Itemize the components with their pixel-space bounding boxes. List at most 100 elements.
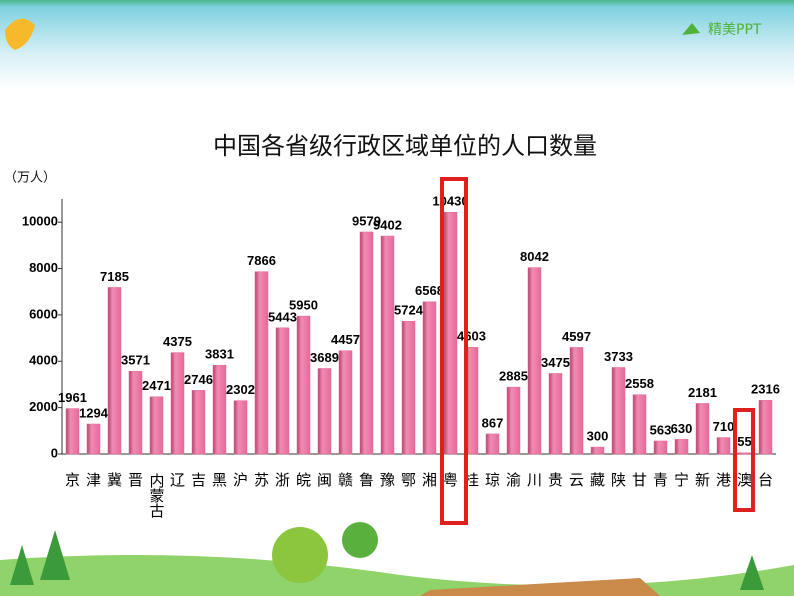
value-label: 3475 — [541, 355, 570, 370]
x-tick-label: 皖 — [296, 471, 311, 489]
value-label: 300 — [587, 428, 609, 443]
value-label: 7185 — [100, 269, 129, 284]
bar — [380, 235, 395, 455]
x-tick-label: 粤 — [443, 471, 458, 489]
bar — [65, 408, 80, 455]
value-label: 3831 — [205, 347, 234, 362]
highlight-box — [440, 177, 468, 525]
tree — [740, 555, 764, 590]
bar — [128, 370, 143, 455]
value-label: 4597 — [562, 329, 591, 344]
bar — [758, 400, 773, 455]
bar — [737, 452, 752, 455]
tree — [40, 530, 70, 580]
bar — [716, 437, 731, 455]
x-tick-label: 贵 — [548, 471, 563, 489]
y-tick-label: 4000 — [29, 353, 58, 368]
value-label: 867 — [482, 415, 504, 430]
bar — [296, 315, 311, 455]
bar — [569, 347, 584, 455]
value-label: 4603 — [457, 329, 486, 344]
x-tick-label: 台 — [758, 471, 773, 489]
y-tick-label: 10000 — [22, 214, 58, 229]
value-label: 3689 — [310, 350, 339, 365]
value-label: 55 — [737, 434, 751, 449]
value-label: 5950 — [289, 298, 318, 313]
x-tick-label: 鲁 — [359, 471, 374, 489]
bar — [359, 231, 374, 455]
value-label: 4457 — [331, 332, 360, 347]
chart-title: 中国各省级行政区域单位的人口数量 — [213, 132, 597, 160]
hill — [420, 578, 660, 596]
x-tick-label: 青 — [653, 471, 668, 489]
bar — [275, 327, 290, 455]
x-tick-label: 冀 — [107, 471, 122, 489]
bar — [611, 367, 626, 455]
value-label: 9579 — [352, 213, 381, 228]
bar — [422, 301, 437, 455]
tree — [342, 522, 378, 558]
x-tick-label: 云 — [569, 471, 584, 489]
x-tick-label: 辽 — [170, 471, 185, 489]
bar — [527, 267, 542, 455]
value-label: 3733 — [604, 349, 633, 364]
y-tick-label: 0 — [51, 445, 58, 460]
x-tick-label: 澳 — [737, 471, 752, 489]
tree — [272, 527, 328, 583]
x-tick-label: 闽 — [317, 471, 332, 489]
value-label: 5443 — [268, 309, 297, 324]
bar — [212, 364, 227, 455]
value-label: 4375 — [163, 334, 192, 349]
x-tick-label: 沪 — [233, 471, 248, 489]
value-label: 2302 — [226, 382, 255, 397]
bar — [86, 423, 101, 455]
x-tick-label: 湘 — [422, 471, 437, 489]
bar — [401, 321, 416, 455]
value-label: 2471 — [142, 378, 171, 393]
value-label: 1294 — [79, 405, 109, 420]
x-tick-label: 京 — [65, 471, 80, 489]
x-tick-label: 琼 — [485, 471, 500, 489]
x-tick-label: 新 — [695, 471, 710, 489]
value-label: 2181 — [688, 385, 717, 400]
value-label: 563 — [650, 422, 672, 437]
value-label: 630 — [671, 421, 693, 436]
value-label: 5724 — [394, 303, 424, 318]
x-tick-label: 吉 — [191, 471, 206, 489]
highlight-box — [733, 408, 755, 512]
bar — [191, 390, 206, 455]
x-tick-label: 津 — [86, 471, 101, 489]
y-axis-label: （万人） — [4, 171, 56, 186]
value-label: 2316 — [751, 382, 780, 397]
y-tick-label: 6000 — [29, 306, 58, 321]
x-tick-label: 晋 — [128, 471, 143, 489]
bar — [254, 271, 269, 455]
value-label: 9402 — [373, 217, 402, 232]
plot: 0 2000 4000 6000 8000 10000 1961 京 1294 津 7185 冀 357… — [22, 194, 780, 519]
y-tick-label: 2000 — [29, 399, 58, 414]
x-tick-label: 浙 — [275, 471, 290, 489]
x-tick-label: 豫 — [380, 471, 395, 489]
bar — [548, 373, 563, 455]
value-label: 7866 — [247, 253, 276, 268]
bar — [107, 287, 122, 455]
bar — [233, 400, 248, 455]
bar — [506, 386, 521, 455]
bar — [485, 433, 500, 455]
logo: 精美PPT — [708, 22, 762, 38]
x-tick-label: 渝 — [506, 471, 521, 489]
value-label: 2885 — [499, 369, 528, 384]
x-tick-label: 黑 — [212, 471, 227, 489]
bar — [338, 350, 353, 455]
y-tick-label: 8000 — [29, 260, 58, 275]
x-tick-label: 港 — [716, 471, 731, 489]
bird-icon — [5, 18, 35, 50]
x-tick-label: 鄂 — [401, 471, 416, 489]
bar — [149, 396, 164, 455]
bar — [590, 446, 605, 455]
header-band — [0, 0, 794, 90]
bar — [674, 439, 689, 455]
logo-icon — [682, 23, 700, 35]
